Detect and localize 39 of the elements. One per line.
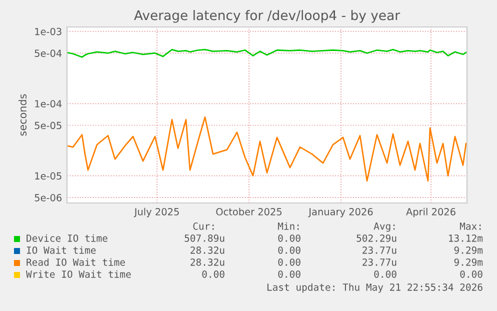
- legend-label: Write IO Wait time: [26, 270, 131, 278]
- text: 507.89u: [184, 234, 224, 242]
- text: 0.00: [202, 270, 224, 278]
- legend-label: Read IO Wait time: [26, 258, 125, 266]
- x-tick-label: January 2026: [308, 208, 373, 218]
- line-series: [67, 116, 467, 182]
- y-axis-title: seconds: [18, 94, 27, 136]
- text: Cur:: [193, 222, 214, 230]
- text: 13.12m: [449, 234, 483, 242]
- text: 23.77u: [362, 258, 396, 266]
- y-tick-label: 1e-05: [35, 172, 62, 180]
- text: 9.29m: [454, 258, 483, 266]
- line-series: [67, 48, 467, 58]
- text: 28.32u: [190, 258, 224, 266]
- chart-title: Average latency for /dev/loop4 - by year: [134, 10, 400, 23]
- x-tick-label: October 2025: [216, 208, 282, 216]
- y-tick-label: 5e-06: [34, 194, 62, 202]
- y-tick-label: 5e-05: [34, 122, 62, 130]
- text: 0.00: [278, 270, 300, 278]
- text: 9.29m: [454, 246, 483, 254]
- legend-label: Device IO time: [26, 234, 108, 242]
- text: 0.00: [278, 246, 300, 254]
- text: 0.00: [460, 270, 482, 278]
- text: 28.32u: [190, 246, 224, 254]
- text: 0.00: [278, 234, 300, 242]
- text: Max:: [460, 222, 481, 230]
- text: 23.77u: [362, 246, 396, 254]
- text: 502.29u: [356, 234, 396, 242]
- x-tick-label: April 2026: [406, 208, 456, 218]
- text: 0.00: [374, 270, 396, 278]
- text: Avg:: [374, 222, 395, 232]
- y-tick-label: 1e-04: [35, 100, 62, 108]
- text: Last update: Thu May 21 22:55:34 2026: [267, 283, 482, 293]
- y-tick-label: 1e-03: [35, 28, 62, 36]
- legend-label: IO Wait time: [26, 246, 96, 254]
- text: 0.00: [278, 258, 300, 266]
- x-tick-label: July 2025: [134, 208, 179, 218]
- text: Min:: [278, 222, 299, 230]
- y-tick-label: 5e-04: [34, 50, 62, 57]
